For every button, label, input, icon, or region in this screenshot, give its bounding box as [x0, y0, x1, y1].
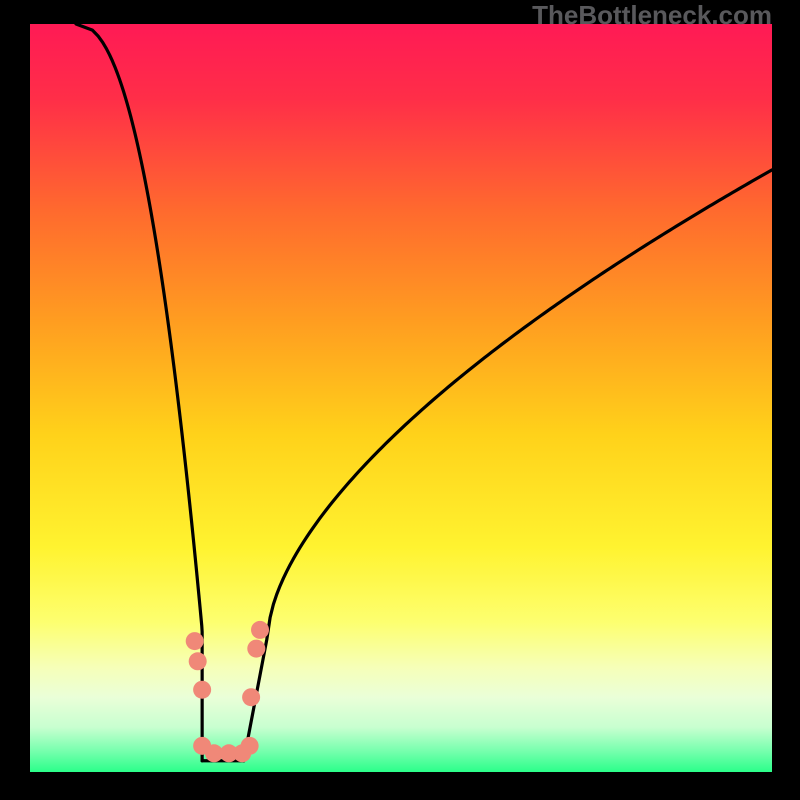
chart-frame: TheBottleneck.com — [0, 0, 800, 800]
marker-point — [189, 652, 207, 670]
marker-point — [241, 737, 259, 755]
watermark-text: TheBottleneck.com — [532, 0, 772, 31]
marker-point — [251, 621, 269, 639]
plot-area — [30, 24, 772, 772]
marker-point — [186, 632, 204, 650]
marker-point — [247, 640, 265, 658]
curve-layer — [30, 24, 772, 772]
marker-point — [193, 681, 211, 699]
bottleneck-curve — [244, 170, 772, 761]
marker-point — [242, 688, 260, 706]
bottleneck-curve — [76, 24, 202, 761]
